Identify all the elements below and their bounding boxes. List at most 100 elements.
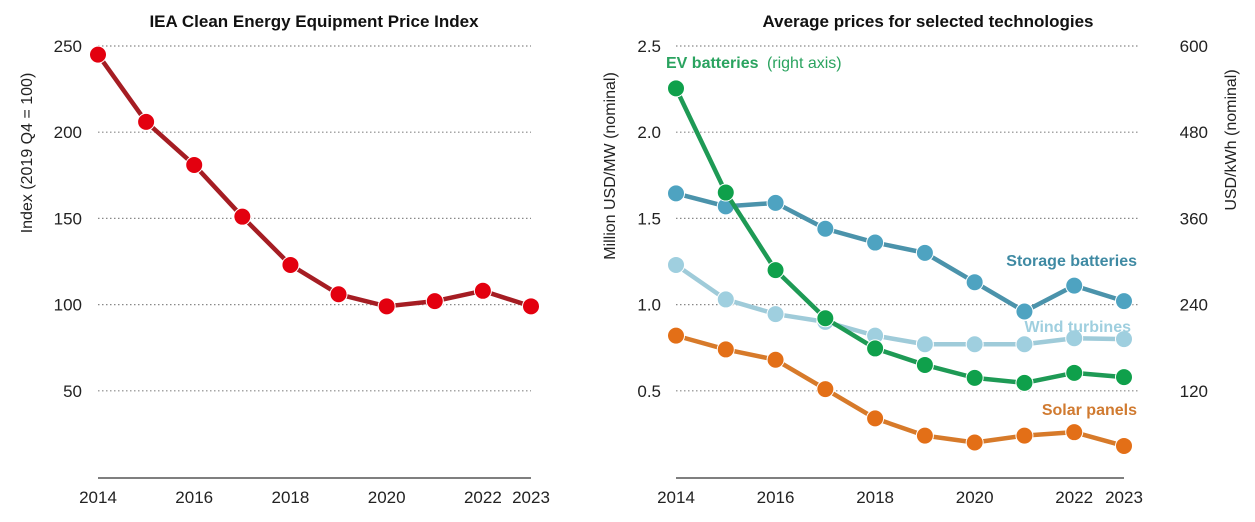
y-tick-label: 1.0 — [637, 296, 661, 315]
y-tick-labels-right: 120 240 360 480 600 — [1180, 37, 1208, 401]
x-tick-label: 2022 — [1055, 488, 1093, 507]
data-point[interactable] — [965, 368, 984, 387]
y-axis-title-left: Million USD/MW (nominal) — [602, 72, 619, 260]
y-tick-label: 200 — [54, 123, 82, 142]
technology-prices-chart: Average prices for selected technologies… — [602, 12, 1240, 507]
series-layer — [89, 45, 540, 316]
data-point[interactable] — [1115, 368, 1133, 387]
y-tick-label-right: 600 — [1180, 37, 1208, 56]
y-tick-label: 50 — [63, 382, 82, 401]
gridlines — [98, 45, 531, 392]
series-storage-batteries — [667, 184, 1133, 321]
y-tick-labels-left: 0.5 1.0 1.5 2.0 2.5 — [637, 37, 661, 401]
data-point[interactable] — [716, 183, 735, 202]
data-point[interactable] — [667, 326, 685, 345]
x-tick-label: 2020 — [956, 488, 994, 507]
data-point[interactable] — [1115, 292, 1133, 311]
y-tick-label: 150 — [54, 209, 82, 228]
data-point[interactable] — [766, 350, 785, 369]
data-point[interactable] — [137, 112, 156, 131]
data-point[interactable] — [89, 45, 107, 64]
series-label-wind-turbines: Wind turbines — [1024, 319, 1131, 336]
data-point[interactable] — [377, 297, 396, 316]
data-point[interactable] — [766, 305, 785, 324]
data-point[interactable] — [766, 261, 785, 280]
y-axis-title: Index (2019 Q4 = 100) — [19, 73, 36, 234]
data-point[interactable] — [233, 207, 252, 226]
chart-title: Average prices for selected technologies — [763, 12, 1094, 31]
data-point[interactable] — [866, 339, 885, 358]
data-point[interactable] — [1015, 335, 1034, 354]
y-tick-label-right: 240 — [1180, 296, 1208, 315]
series-line — [673, 191, 1127, 314]
data-point[interactable] — [866, 233, 885, 252]
data-point[interactable] — [425, 292, 444, 311]
series-line — [673, 86, 1127, 386]
x-tick-label: 2023 — [1105, 488, 1143, 507]
y-axis-title-right: USD/kWh (nominal) — [1223, 69, 1240, 210]
data-point[interactable] — [766, 193, 785, 212]
x-tick-labels: 2014 2016 2018 2020 2022 2023 — [657, 488, 1143, 507]
data-point[interactable] — [1115, 330, 1133, 349]
data-point[interactable] — [329, 285, 348, 304]
data-point[interactable] — [1015, 373, 1034, 392]
series-label-solar-panels: Solar panels — [1042, 402, 1137, 419]
data-point[interactable] — [965, 335, 984, 354]
data-point[interactable] — [185, 155, 204, 174]
y-tick-label-right: 360 — [1180, 209, 1208, 228]
data-point[interactable] — [281, 255, 300, 274]
data-point[interactable] — [965, 433, 984, 452]
series-label-name: EV batteries — [666, 55, 759, 72]
data-point[interactable] — [816, 219, 835, 238]
data-point[interactable] — [816, 309, 835, 328]
y-tick-label: 0.5 — [637, 382, 661, 401]
x-tick-label: 2018 — [856, 488, 894, 507]
y-tick-labels: 50 100 150 200 250 — [54, 37, 82, 401]
data-point[interactable] — [1015, 302, 1034, 321]
data-point[interactable] — [667, 255, 685, 274]
data-point[interactable] — [716, 290, 735, 309]
y-tick-label: 1.5 — [637, 209, 661, 228]
x-tick-label: 2014 — [79, 488, 117, 507]
data-point[interactable] — [1115, 436, 1133, 455]
data-point[interactable] — [816, 380, 835, 399]
data-point[interactable] — [1065, 363, 1084, 382]
data-point[interactable] — [1065, 276, 1084, 295]
data-point[interactable] — [1015, 426, 1034, 445]
data-point[interactable] — [716, 340, 735, 359]
y-tick-label-right: 480 — [1180, 123, 1208, 142]
x-tick-label: 2020 — [368, 488, 406, 507]
data-point[interactable] — [915, 243, 934, 262]
y-tick-label: 2.5 — [637, 37, 661, 56]
series-line — [673, 262, 1127, 347]
data-point[interactable] — [473, 281, 492, 300]
series-line — [95, 52, 534, 309]
x-tick-label: 2016 — [757, 488, 795, 507]
gridlines — [676, 45, 1140, 392]
data-point[interactable] — [522, 297, 540, 316]
series-line — [673, 333, 1127, 449]
data-point[interactable] — [915, 355, 934, 374]
y-tick-label-right: 120 — [1180, 382, 1208, 401]
series-wind-turbines — [667, 255, 1133, 354]
data-point[interactable] — [965, 273, 984, 292]
x-tick-label: 2014 — [657, 488, 695, 507]
series-solar-panels — [667, 326, 1133, 455]
data-point[interactable] — [1065, 423, 1084, 442]
data-point[interactable] — [915, 335, 934, 354]
data-point[interactable] — [667, 79, 685, 98]
x-tick-label: 2023 — [512, 488, 550, 507]
data-point[interactable] — [667, 184, 685, 203]
chart-title: IEA Clean Energy Equipment Price Index — [149, 12, 479, 31]
x-tick-label: 2016 — [175, 488, 213, 507]
data-point[interactable] — [866, 409, 885, 428]
price-index-chart: IEA Clean Energy Equipment Price Index I… — [19, 12, 550, 507]
series-label-ev-batteries: EV batteries (right axis) — [666, 55, 842, 72]
data-point[interactable] — [1065, 329, 1084, 348]
series-ev-batteries — [667, 79, 1133, 392]
series-labels: EV batteries (right axis) Storage batter… — [666, 55, 1137, 419]
series-label-storage-batteries: Storage batteries — [1006, 253, 1137, 270]
data-point[interactable] — [915, 426, 934, 445]
x-tick-labels: 2014 2016 2018 2020 2022 2023 — [79, 488, 550, 507]
